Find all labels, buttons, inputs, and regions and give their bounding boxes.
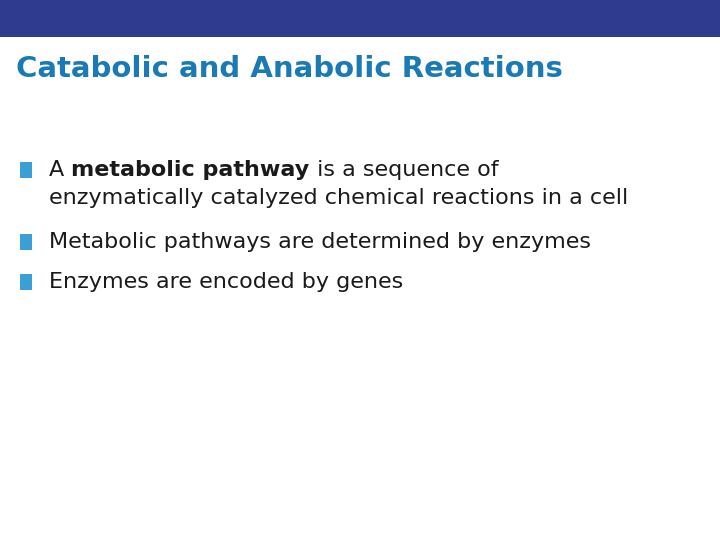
Bar (20, 274, 32, 290)
Bar (20, 234, 32, 250)
Text: Catabolic and Anabolic Reactions: Catabolic and Anabolic Reactions (16, 55, 563, 83)
Bar (0, 0, 720, 37)
Text: is a sequence of: is a sequence of (310, 160, 498, 180)
Text: Metabolic pathways are determined by enzymes: Metabolic pathways are determined by enz… (49, 232, 591, 252)
Text: metabolic pathway: metabolic pathway (71, 160, 310, 180)
Text: A: A (49, 160, 71, 180)
Text: Enzymes are encoded by genes: Enzymes are encoded by genes (49, 272, 403, 292)
Bar (20, 162, 32, 178)
Text: enzymatically catalyzed chemical reactions in a cell: enzymatically catalyzed chemical reactio… (49, 188, 629, 208)
